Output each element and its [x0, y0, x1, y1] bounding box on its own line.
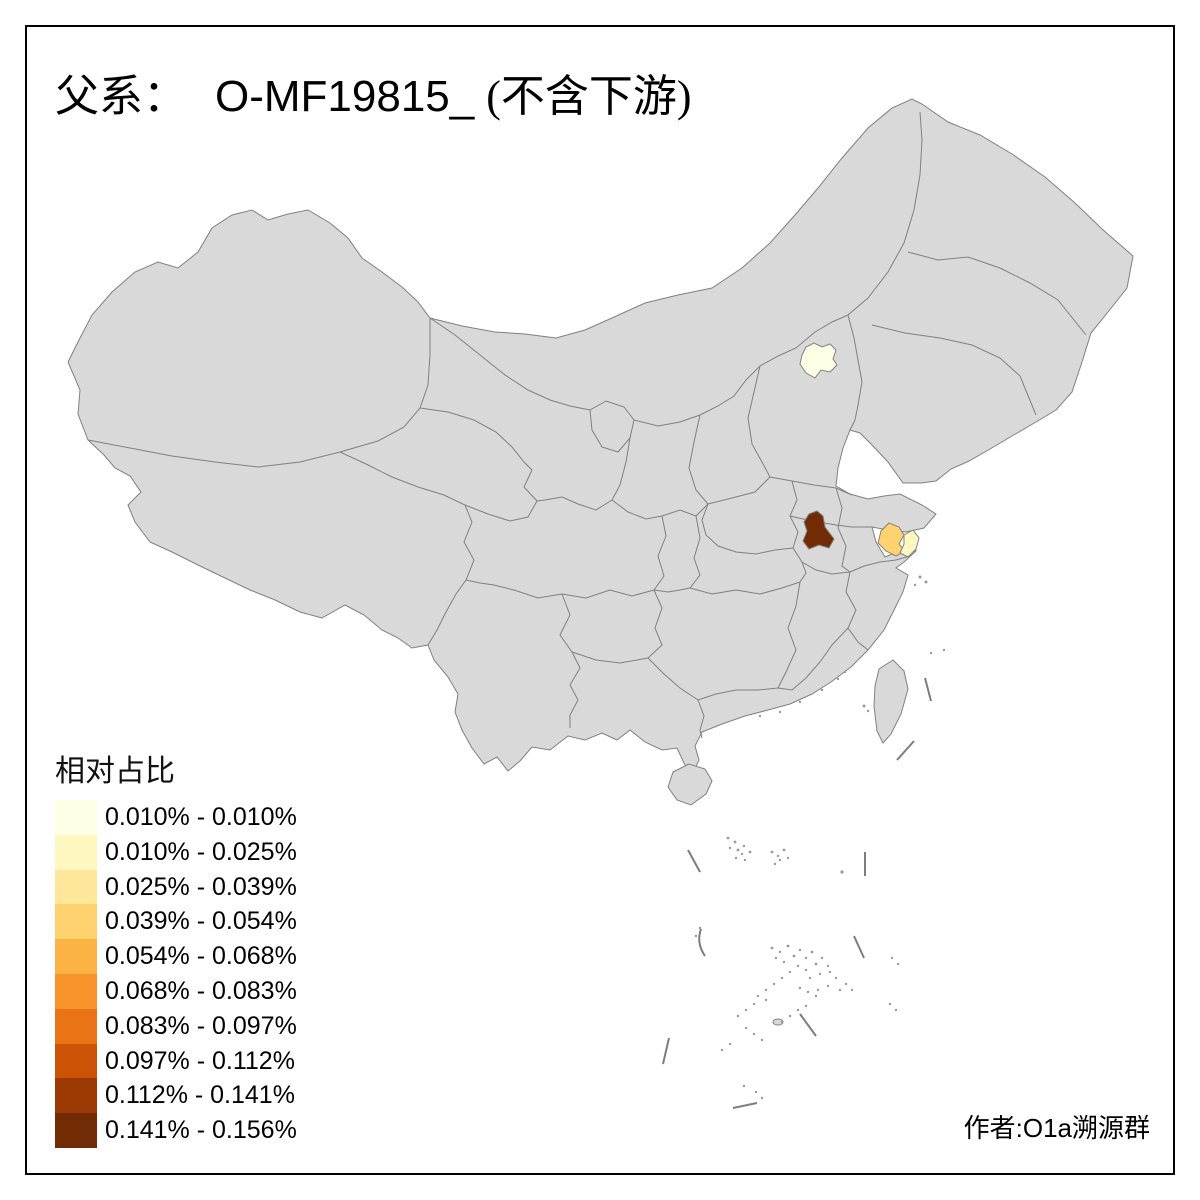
attribution-text: 作者:O1a溯源群 — [963, 1113, 1150, 1143]
legend-swatch — [55, 973, 97, 1009]
legend-swatch — [55, 1078, 97, 1114]
shanghai-region — [899, 529, 920, 558]
legend-row: 0.010% - 0.010% — [55, 800, 297, 835]
legend-label: 0.010% - 0.010% — [105, 803, 297, 831]
nine-dash-line-segments — [662, 677, 932, 1109]
legend-row: 0.068% - 0.083% — [55, 973, 297, 1009]
legend-swatch — [55, 1008, 97, 1044]
legend-row: 0.097% - 0.112% — [55, 1043, 297, 1079]
legend-swatch — [55, 834, 97, 870]
anhui-prefecture-region — [802, 510, 835, 550]
legend-label: 0.083% - 0.097% — [105, 1011, 297, 1040]
mainland-china-shape — [67, 98, 1134, 777]
legend-label: 0.054% - 0.068% — [105, 942, 297, 971]
legend: 0.010% - 0.010% 0.010% - 0.025% 0.025% - 0… — [55, 800, 297, 1148]
legend-swatch — [55, 904, 97, 940]
legend-swatch — [55, 1113, 97, 1148]
title-suffix: (不含下游) — [486, 72, 692, 121]
legend-label: 0.025% - 0.039% — [105, 872, 297, 901]
legend-label: 0.097% - 0.112% — [105, 1046, 295, 1075]
legend-swatch — [55, 800, 97, 835]
coastal-islets — [758, 575, 946, 718]
south-china-sea-islets — [694, 836, 900, 1100]
page-title: 父系： O-MF19815_ (不含下游) — [55, 60, 692, 124]
legend-row: 0.025% - 0.039% — [55, 869, 297, 905]
title-prefix: 父系： — [55, 72, 187, 121]
legend-row: 0.010% - 0.025% — [55, 834, 297, 870]
legend-title: 相对占比 — [55, 755, 175, 788]
legend-row: 0.054% - 0.068% — [55, 939, 297, 974]
legend-label: 0.010% - 0.025% — [105, 837, 297, 866]
hainan-island — [667, 763, 713, 806]
legend-swatch — [55, 939, 97, 974]
legend-label: 0.068% - 0.083% — [105, 976, 297, 1005]
beijing-region — [799, 342, 838, 379]
taiwan-island — [873, 659, 909, 744]
legend-row: 0.039% - 0.054% — [55, 904, 297, 940]
legend-row: 0.112% - 0.141% — [55, 1078, 297, 1114]
legend-row: 0.083% - 0.097% — [55, 1008, 297, 1044]
legend-row: 0.141% - 0.156% — [55, 1113, 297, 1148]
legend-label: 0.112% - 0.141% — [105, 1081, 295, 1110]
legend-label: 0.039% - 0.054% — [105, 907, 297, 936]
legend-swatch — [55, 869, 97, 905]
legend-label: 0.141% - 0.156% — [105, 1116, 297, 1145]
title-haplogroup-code: O-MF19815_ — [215, 72, 475, 121]
legend-swatch — [55, 1043, 97, 1079]
province-borders — [87, 111, 1087, 739]
